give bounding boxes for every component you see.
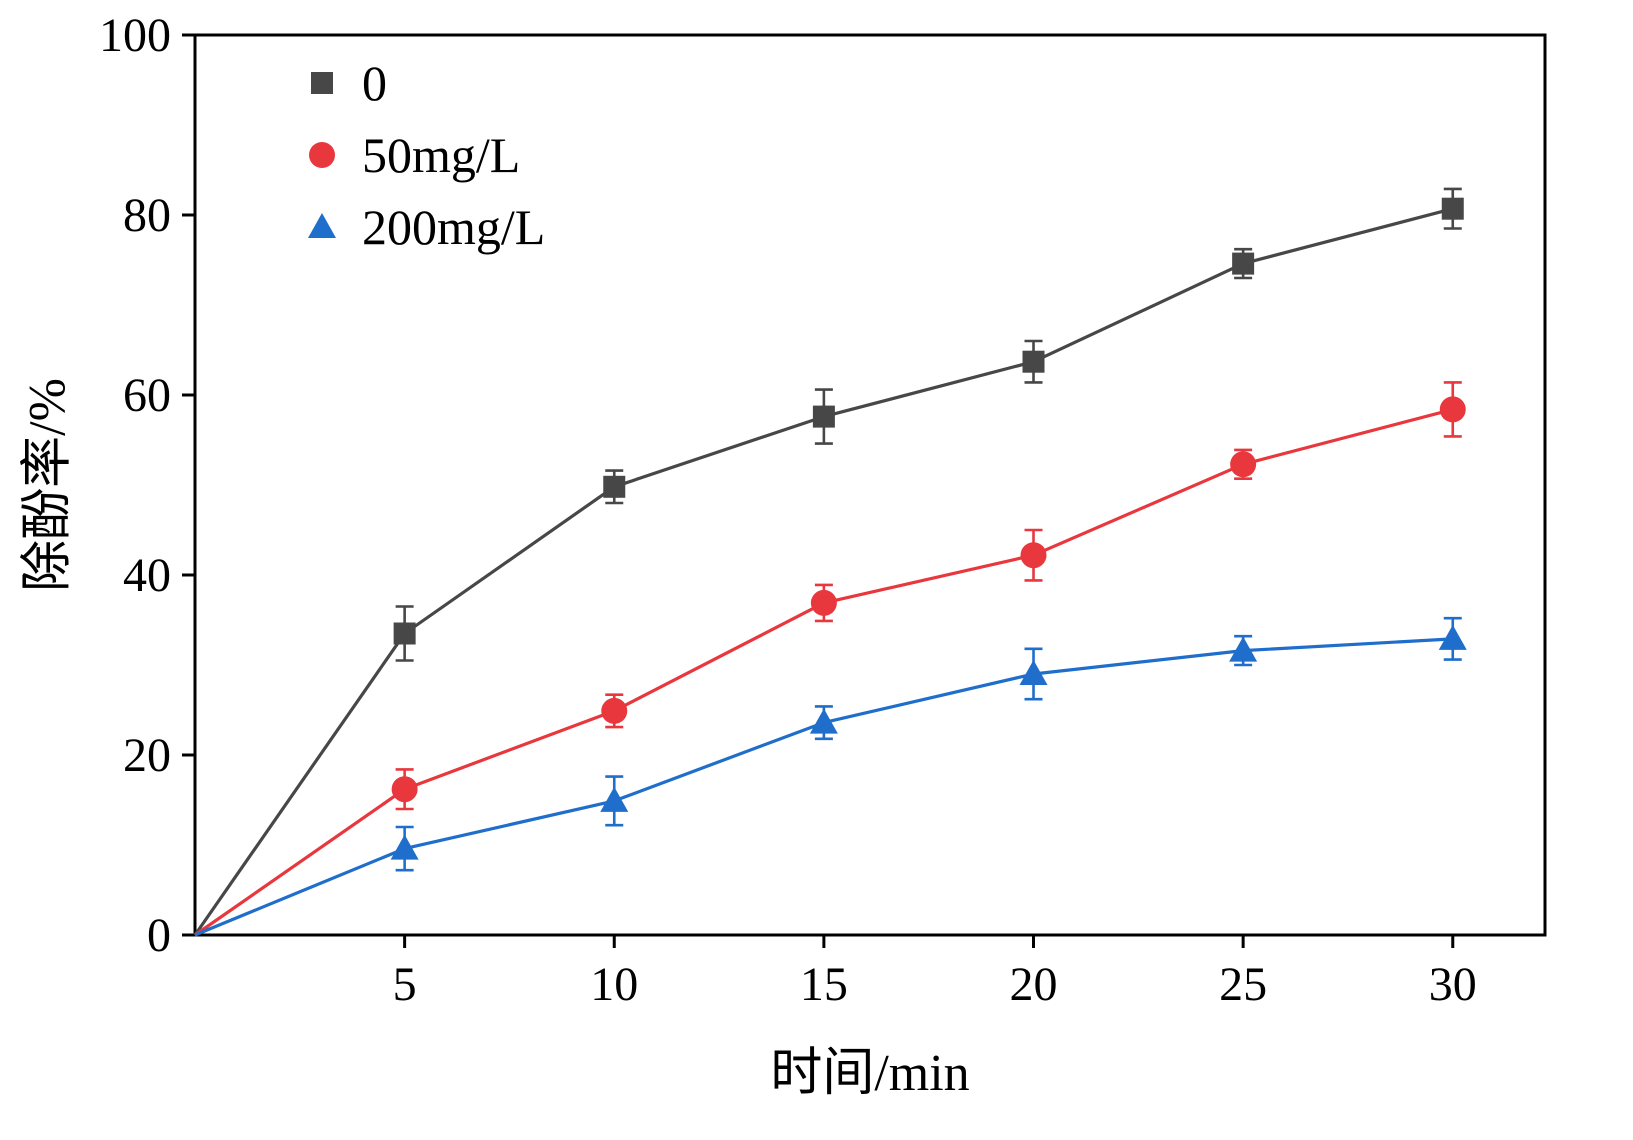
plot-frame [193,33,1547,937]
x-tick-label: 15 [800,958,848,1011]
y-tick-label: 60 [123,369,171,422]
legend-label: 50mg/L [362,127,520,183]
series-50mg/L [194,381,1466,937]
x-tick-label: 5 [393,958,417,1011]
data-point-marker [600,786,629,812]
legend-marker-circle [309,142,335,168]
data-point-marker [1232,252,1255,275]
y-tick-label: 0 [147,909,171,962]
data-point-marker [1019,660,1048,685]
y-tick-label: 100 [99,9,171,62]
data-point-marker [1229,636,1258,662]
data-point-marker [812,405,835,428]
y-axis-title: 除酚率/% [19,378,77,592]
data-point-marker [1020,542,1047,569]
y-tick-label: 20 [123,729,171,782]
legend-marker-triangle [308,213,336,238]
data-point-marker [1439,396,1466,423]
x-axis-title: 时间/min [770,1045,970,1102]
data-point-marker [393,622,416,645]
legend: 0 50mg/L 200mg/L [308,55,545,255]
legend-label: 0 [362,55,387,111]
data-point-marker [1230,451,1257,478]
series-200mg/L [194,616,1467,937]
x-tick-label: 25 [1219,958,1267,1011]
series-line [193,207,1454,936]
data-point-marker [601,697,628,724]
data-point-marker [810,589,837,616]
y-tick-label: 40 [123,549,171,602]
series-0 [193,187,1464,936]
data-point-marker [1022,350,1045,373]
y-tick-label: 80 [123,189,171,242]
data-point-marker [809,708,838,734]
data-point-marker [1438,624,1467,650]
data-point-marker [603,475,626,498]
x-tick-label: 20 [1010,958,1058,1011]
legend-label: 200mg/L [362,199,545,255]
series-line [194,637,1453,937]
legend-marker-square [311,72,333,94]
x-tick-label: 10 [590,958,638,1011]
x-tick-label: 30 [1429,958,1477,1011]
data-point-marker [390,834,419,860]
data-point-marker [1441,197,1464,220]
data-point-marker [391,776,418,803]
